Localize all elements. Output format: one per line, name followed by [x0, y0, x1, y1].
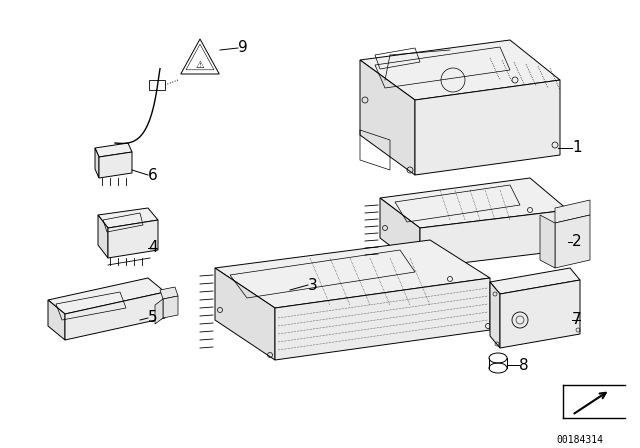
Polygon shape — [360, 60, 415, 175]
Polygon shape — [155, 299, 163, 324]
Polygon shape — [555, 215, 590, 268]
Text: ⚠: ⚠ — [196, 60, 204, 70]
Polygon shape — [48, 300, 65, 340]
Polygon shape — [108, 220, 158, 258]
Text: 7: 7 — [572, 313, 582, 327]
Text: 9: 9 — [238, 40, 248, 56]
Polygon shape — [490, 268, 580, 294]
Polygon shape — [500, 280, 580, 348]
Text: 3: 3 — [308, 277, 317, 293]
Polygon shape — [163, 296, 178, 318]
Text: 8: 8 — [519, 358, 529, 372]
Polygon shape — [380, 198, 420, 268]
Polygon shape — [360, 40, 560, 100]
Polygon shape — [95, 143, 132, 157]
Polygon shape — [215, 240, 490, 308]
Polygon shape — [99, 152, 132, 178]
Polygon shape — [420, 210, 568, 268]
Text: 2: 2 — [572, 234, 582, 250]
Polygon shape — [215, 268, 275, 360]
Polygon shape — [98, 208, 158, 228]
Text: 6: 6 — [148, 168, 157, 182]
Polygon shape — [555, 200, 590, 223]
Polygon shape — [160, 287, 178, 299]
Text: 00184314: 00184314 — [557, 435, 604, 445]
Polygon shape — [540, 215, 555, 268]
Text: 5: 5 — [148, 310, 157, 326]
Polygon shape — [98, 215, 108, 258]
Text: 4: 4 — [148, 241, 157, 255]
Polygon shape — [275, 278, 490, 360]
Polygon shape — [65, 292, 165, 340]
Polygon shape — [380, 178, 568, 228]
Polygon shape — [48, 278, 165, 314]
Polygon shape — [95, 148, 99, 178]
Text: 1: 1 — [572, 141, 582, 155]
Polygon shape — [490, 282, 500, 348]
Polygon shape — [415, 80, 560, 175]
